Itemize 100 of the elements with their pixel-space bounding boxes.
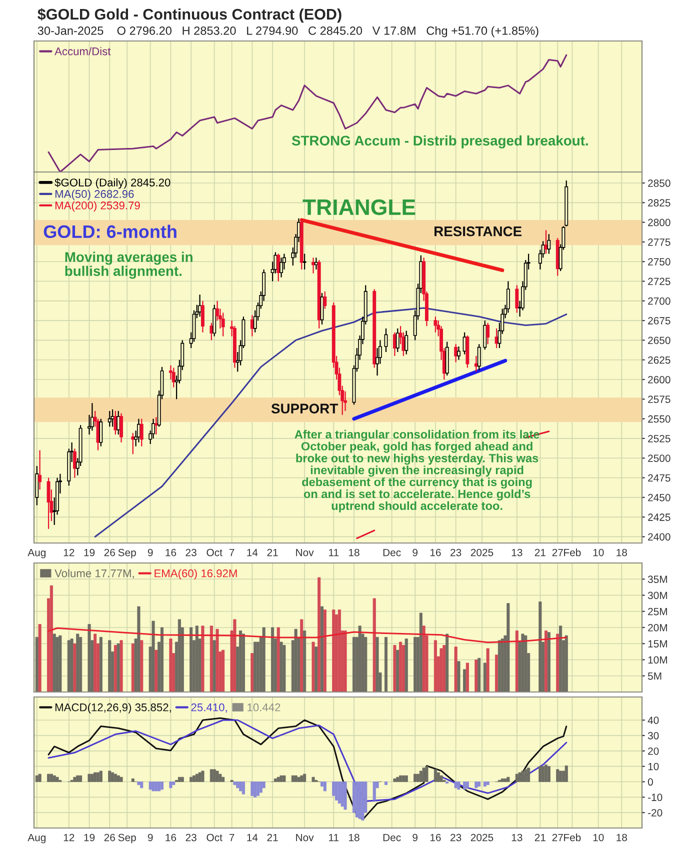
bar [303, 774, 306, 782]
candlestick [515, 284, 519, 314]
bar [463, 782, 466, 790]
bar [116, 643, 120, 692]
candlestick [483, 320, 487, 350]
bar [344, 782, 347, 810]
candlestick [108, 410, 112, 428]
bar [404, 638, 408, 692]
x-tick-label: Feb [564, 834, 581, 842]
bar [52, 775, 56, 782]
x-tick-label: 14 [247, 834, 258, 842]
bar [425, 766, 428, 782]
candlestick [477, 344, 481, 371]
line-series [94, 307, 568, 538]
y-tick-label: 2725 [648, 278, 670, 286]
bar [556, 634, 560, 692]
bar [212, 640, 216, 692]
bar [352, 636, 356, 692]
candlestick [404, 330, 408, 355]
y-tick-label: 2550 [648, 415, 670, 423]
bar [242, 782, 245, 794]
bar [169, 782, 172, 788]
bar [216, 628, 219, 692]
candlestick [90, 402, 94, 432]
y-tick-label: 2525 [648, 434, 670, 442]
bar [454, 646, 458, 692]
x-tick-label: 16 [430, 548, 441, 556]
candlestick [120, 412, 123, 443]
bar [527, 768, 530, 782]
candlestick [434, 316, 438, 333]
bar [282, 775, 286, 782]
candlestick [201, 300, 204, 333]
text: 10.442 [248, 703, 280, 712]
bar [172, 782, 176, 786]
candlestick [276, 253, 280, 282]
bar [364, 636, 368, 692]
legend-label: EMA(60) 16.92M [154, 569, 237, 580]
y-tick-label: 2750 [648, 258, 670, 266]
x-tick-label: Aug [28, 834, 46, 844]
bar [236, 782, 240, 788]
x-tick-label: 7 [229, 834, 234, 842]
bar [300, 619, 304, 692]
bar [544, 630, 548, 692]
bar [137, 782, 140, 786]
bar [271, 627, 274, 692]
x-tick-label: 7 [229, 548, 234, 556]
bar [190, 776, 193, 782]
bar [372, 598, 376, 692]
bar [280, 642, 283, 692]
bar [99, 770, 102, 782]
bar [250, 653, 254, 692]
bar [463, 669, 466, 692]
bar [486, 782, 490, 786]
bar [180, 776, 184, 782]
x-tick-label: 13 [512, 548, 522, 556]
y-tick-label: -20 [648, 809, 662, 816]
bar [233, 782, 236, 786]
x-tick-label: 26 [104, 548, 115, 556]
bar [547, 632, 550, 692]
chart-subtitle: 30-Jan-2025 O 2796.20 H 2853.20 L 2794.90 C 2845.20 V 17.8M Chg +51.70 (+1.85%) [38, 26, 538, 38]
bar [323, 782, 326, 792]
bar [114, 774, 117, 782]
bar [94, 634, 97, 692]
legend-label: 25.410, [191, 703, 227, 713]
bar [140, 782, 144, 788]
x-tick-label: Oct [206, 834, 222, 842]
bar [120, 776, 123, 782]
y-tick-label: 2500 [648, 454, 670, 462]
bar [422, 626, 426, 692]
bar [262, 627, 266, 692]
bar [466, 662, 469, 692]
bar [478, 658, 481, 692]
bar [524, 635, 528, 692]
x-tick-label: 9 [412, 548, 418, 556]
bar [457, 782, 460, 790]
bar [38, 774, 42, 782]
bar [108, 640, 112, 692]
x-tick-label: Sep [118, 834, 136, 844]
x-tick-label: 19 [84, 834, 95, 842]
candlestick [454, 344, 458, 363]
y-tick-label: 20M [648, 624, 667, 632]
x-tick-label: Feb [564, 548, 581, 556]
bar [259, 782, 262, 793]
bar [88, 624, 91, 692]
bar [564, 766, 568, 782]
bar [242, 634, 245, 692]
x-tick-label: 23 [186, 834, 196, 842]
y-tick-label: 2575 [648, 396, 670, 404]
band-label: RESISTANCE [434, 226, 522, 236]
bar [282, 645, 286, 692]
y-tick-label: 15M [648, 640, 667, 648]
bar [372, 782, 376, 800]
bar [303, 630, 306, 692]
y-tick-label: 20 [648, 747, 659, 755]
x-tick-label: 21 [534, 834, 546, 842]
line-series [48, 717, 568, 820]
candlestick [221, 312, 225, 337]
x-tick-label: 11 [329, 834, 339, 842]
bar [239, 782, 242, 792]
band-label: SUPPORT [271, 404, 338, 414]
